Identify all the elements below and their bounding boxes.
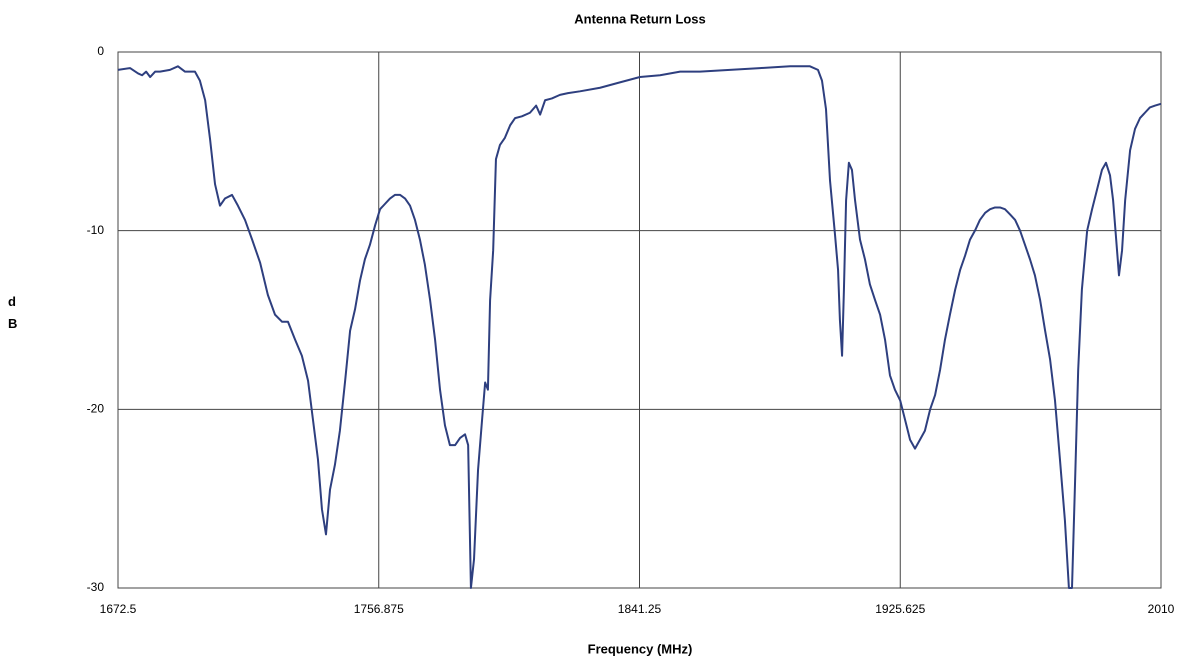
x-axis-label: Frequency (MHz) <box>588 641 693 656</box>
data-line <box>117 65 1162 589</box>
chart-title: Antenna Return Loss <box>574 11 705 26</box>
y-tick-label: -30 <box>87 580 105 594</box>
y-tick-label: -20 <box>87 402 105 416</box>
x-tick-label: 1672.5 <box>100 602 137 616</box>
y-tick-label: -10 <box>87 223 105 237</box>
x-tick-label: 2010 <box>1148 602 1175 616</box>
x-tick-label: 1841.25 <box>618 602 662 616</box>
y-tick-label: 0 <box>97 44 104 58</box>
x-tick-label: 1756.875 <box>354 602 404 616</box>
y-axis-label: dB <box>8 294 18 331</box>
x-tick-label: 1925.625 <box>875 602 925 616</box>
